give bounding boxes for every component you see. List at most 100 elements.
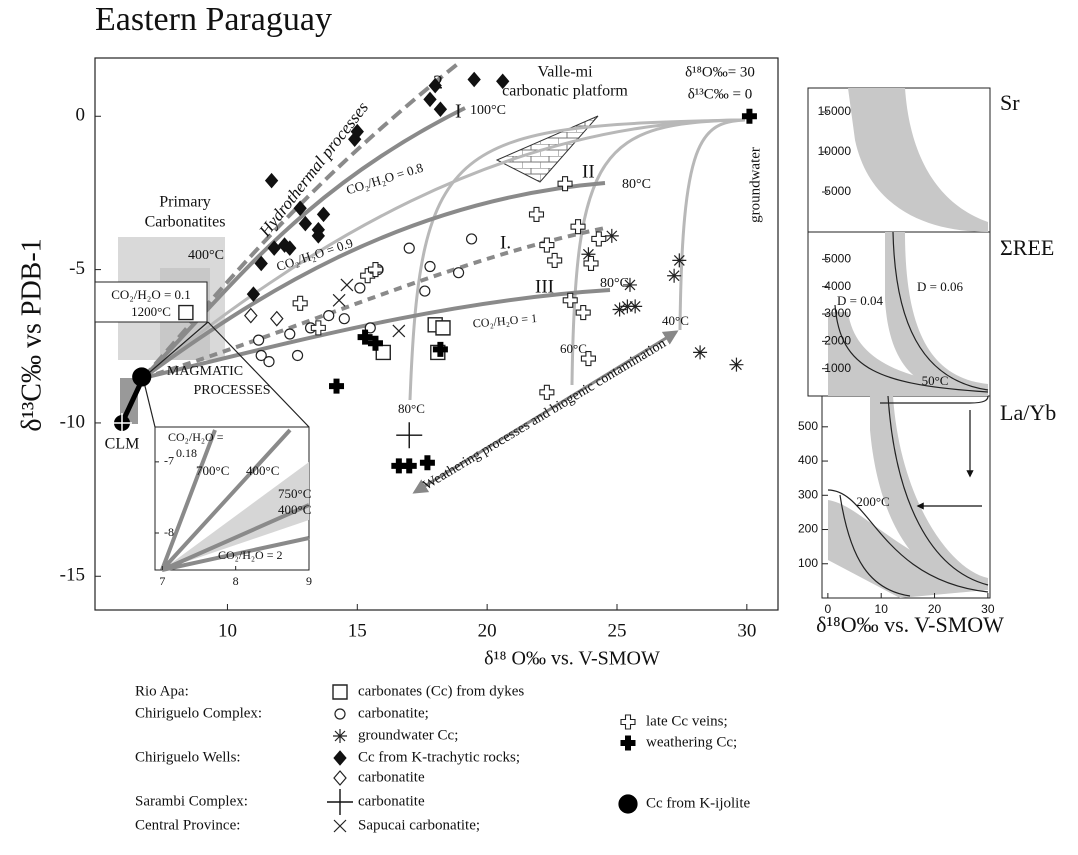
data-point: [620, 299, 635, 314]
x-tick-label: 20: [928, 602, 942, 616]
inset-annotation: 400°C: [246, 463, 279, 478]
data-point: [311, 228, 325, 244]
data-point: [672, 253, 687, 268]
annotation: PROCESSES: [193, 383, 270, 398]
curve-80: [408, 118, 746, 401]
annotation: D = 0.04: [837, 293, 883, 308]
data-point: [591, 231, 607, 247]
data-point: [467, 71, 481, 88]
data-point: [528, 206, 545, 222]
inset-annotation: 400°C: [278, 502, 311, 517]
data-point: [316, 206, 331, 223]
annotation: 80°C: [398, 401, 425, 416]
annotation: CO₂/H₂O = 1: [472, 311, 537, 331]
data-point: [292, 295, 308, 311]
data-point: [283, 240, 297, 256]
y-tick-label: 10000: [818, 144, 852, 158]
legend-marker: [332, 684, 348, 700]
panel-title: ΣREE: [1000, 235, 1054, 260]
data-point: [419, 455, 435, 471]
data-point: [612, 302, 627, 317]
x-axis-label: δ¹⁸O‰ vs. V-SMOW: [816, 612, 1004, 637]
data-point: [423, 91, 437, 108]
data-point: [562, 292, 578, 308]
inset-x-tick-label: 9: [306, 574, 312, 588]
legend-group: Chiriguelo Wells:: [135, 749, 241, 765]
ree-band: [828, 312, 988, 396]
data-point: [465, 233, 478, 245]
data-point: [269, 310, 284, 327]
x-tick-label: 20: [478, 620, 497, 641]
annotation: MAGMATIC: [167, 364, 243, 379]
data-point: [255, 349, 267, 362]
data-point: [539, 237, 555, 253]
inset-band: [162, 462, 309, 570]
data-point: [435, 320, 451, 336]
annotation: δ¹³C‰ = 0: [688, 86, 753, 102]
legend-label: Cc from K-trachytic rocks;: [358, 749, 520, 765]
inset-y-tick-label: -7: [164, 454, 174, 468]
curve-2: [141, 60, 462, 380]
data-point: [293, 200, 307, 217]
chart-title: Eastern Paraguay: [95, 1, 332, 38]
annotation: δ¹⁸O‰= 30: [685, 64, 755, 80]
data-point: [419, 285, 431, 297]
data-point: [580, 350, 596, 367]
data-point: [401, 458, 417, 474]
data-point: [367, 335, 383, 351]
annotation: groundwater: [747, 147, 763, 223]
data-point: [375, 344, 391, 361]
data-point: [329, 378, 345, 394]
data-point: [547, 252, 563, 268]
data-point: [604, 228, 619, 243]
annotation: carbonatic platform: [502, 83, 628, 100]
x-tick-label: 10: [218, 620, 237, 641]
y-tick-label: 4000: [824, 279, 851, 293]
y-tick-label: 5000: [824, 252, 851, 266]
inset-annotation: CO₂/H₂O =: [168, 430, 224, 444]
data-point: [570, 219, 586, 235]
legend-group: Central Province:: [135, 817, 240, 833]
data-point: [263, 356, 275, 368]
legend-group: Chiriguelo Complex:: [135, 705, 262, 721]
legend-group: Rio Apa:: [135, 683, 189, 699]
x-axis-label: δ¹⁸ O‰ vs. V-SMOW: [484, 648, 660, 670]
y-axis-label: δ¹³C‰ vs PDB-1: [16, 238, 47, 431]
y-tick-label: 15000: [818, 104, 852, 118]
curve-iii: [142, 288, 611, 380]
legend-marker: [333, 819, 347, 833]
annotation: I.: [500, 232, 511, 253]
y-tick-label: -15: [60, 565, 85, 586]
data-point: [557, 176, 573, 192]
panel-title: La/Yb: [1000, 400, 1056, 425]
data-point: [323, 310, 335, 322]
data-point: [354, 282, 366, 294]
annotation: 1200°C: [131, 304, 171, 319]
x-tick-label: 30: [737, 620, 756, 641]
annotation: Primary: [159, 194, 211, 211]
data-point: [496, 73, 510, 90]
legend-marker: [333, 770, 347, 786]
curve-top: [142, 118, 746, 380]
legend-marker: [334, 708, 346, 720]
legend-marker: [618, 794, 638, 814]
x-tick-label: 0: [825, 602, 832, 616]
y-tick-label: 5000: [824, 184, 851, 198]
annotation: 40°C: [662, 313, 689, 328]
annotation: Valle-mi: [537, 64, 593, 81]
y-tick-label: -10: [60, 411, 85, 432]
annotation: 80°C: [600, 276, 629, 291]
legend-label: weathering Cc;: [646, 734, 737, 750]
data-point: [264, 172, 279, 189]
ree-curves: [834, 231, 989, 393]
sr-band: [848, 88, 988, 232]
y-tick-label: 100: [798, 556, 818, 570]
data-point: [575, 304, 591, 321]
annotation: 80°C: [622, 177, 651, 192]
curve-40: [678, 118, 746, 331]
inset-annotation: CO₂/H₂O = 2: [218, 548, 282, 562]
data-point: [424, 260, 436, 273]
annotation: 60°C: [560, 341, 587, 356]
data-point: [693, 345, 708, 360]
